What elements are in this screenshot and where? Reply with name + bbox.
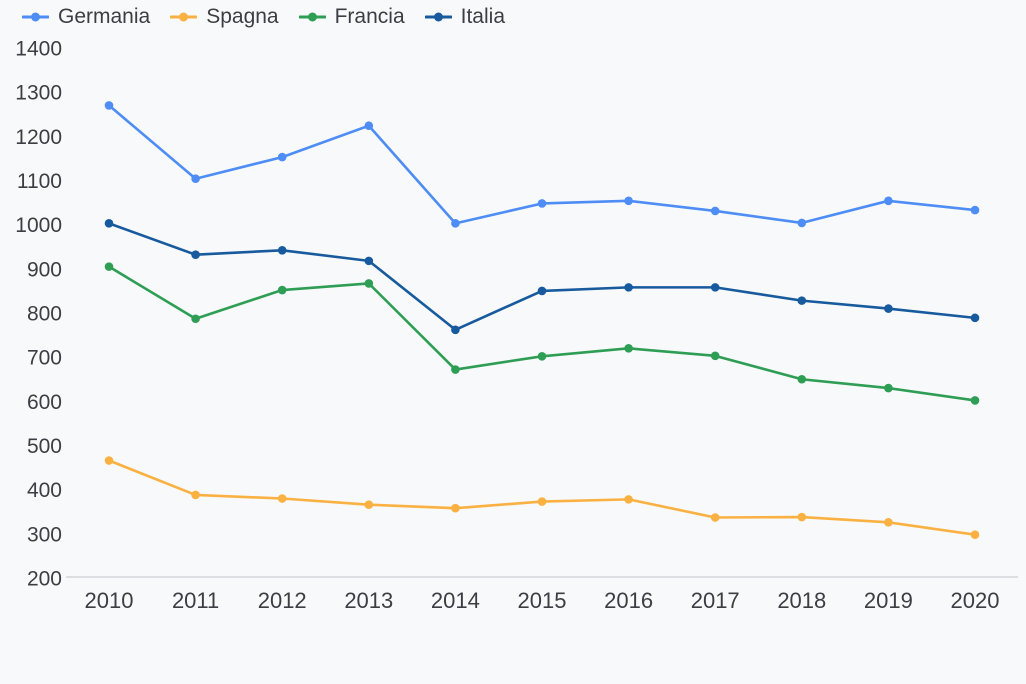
data-point-spagna-2020[interactable] (970, 530, 980, 540)
x-tick-label: 2013 (344, 588, 393, 613)
data-point-italia-2019[interactable] (884, 304, 893, 313)
y-tick-label: 1000 (15, 214, 62, 237)
data-point-francia-2015[interactable] (537, 351, 547, 361)
y-tick-label: 500 (27, 435, 62, 458)
y-tick-label: 600 (27, 391, 62, 414)
data-point-francia-2011[interactable] (191, 314, 200, 324)
data-point-germania-2017[interactable] (710, 206, 720, 216)
data-point-germania-2019[interactable] (884, 196, 893, 206)
series-line-italia (107, 222, 977, 332)
data-point-spagna-2013[interactable] (364, 500, 374, 509)
data-point-spagna-2018[interactable] (797, 512, 807, 522)
data-point-germania-2015[interactable] (537, 199, 547, 208)
data-point-spagna-2010[interactable] (104, 456, 114, 465)
data-point-germania-2012[interactable] (277, 152, 287, 162)
data-point-germania-2011[interactable] (191, 174, 200, 184)
data-point-francia-2012[interactable] (277, 285, 287, 295)
legend-marker-francia-icon (298, 12, 326, 22)
legend-marker-italia-icon (424, 12, 452, 22)
data-point-francia-2013[interactable] (364, 279, 374, 288)
x-tick-label: 2019 (864, 588, 913, 613)
data-point-spagna-2015[interactable] (537, 497, 547, 506)
data-point-francia-2014[interactable] (451, 365, 460, 374)
x-tick-label: 2012 (258, 588, 307, 613)
legend-label-germania: Germania (58, 5, 151, 28)
data-point-francia-2017[interactable] (710, 351, 720, 361)
data-point-spagna-2016[interactable] (624, 495, 633, 504)
series-italia (104, 219, 980, 335)
data-point-spagna-2014[interactable] (451, 503, 460, 513)
data-point-germania-2013[interactable] (364, 121, 374, 131)
y-tick-label: 1400 (15, 38, 62, 61)
data-point-francia-2010[interactable] (104, 262, 114, 271)
x-tick-label: 2010 (85, 588, 134, 613)
data-point-spagna-2011[interactable] (191, 490, 200, 500)
data-point-italia-2012[interactable] (277, 245, 287, 255)
data-point-francia-2019[interactable] (884, 383, 893, 393)
legend-marker-spagna-icon (170, 12, 198, 22)
x-tick-label: 2015 (518, 588, 567, 613)
legend-label-spagna: Spagna (206, 5, 279, 28)
data-point-italia-2016[interactable] (624, 283, 633, 292)
legend-item-italia[interactable]: Italia (424, 5, 505, 29)
x-tick-label: 2016 (604, 588, 653, 613)
data-point-italia-2020[interactable] (970, 313, 980, 323)
data-point-spagna-2019[interactable] (884, 518, 893, 527)
x-tick-label: 2014 (431, 588, 480, 613)
data-point-germania-2014[interactable] (451, 219, 460, 228)
y-tick-label: 1200 (15, 126, 62, 149)
chart-legend: Germania Spagna Francia Italia (22, 5, 505, 29)
x-tick-label: 2018 (777, 588, 826, 613)
data-point-spagna-2017[interactable] (710, 513, 720, 522)
legend-marker-dot (179, 12, 189, 22)
data-point-italia-2017[interactable] (710, 283, 720, 292)
data-point-italia-2013[interactable] (364, 256, 374, 266)
y-tick-label: 300 (27, 523, 62, 546)
x-tick-label: 2020 (951, 588, 1000, 613)
data-point-francia-2020[interactable] (970, 396, 980, 405)
legend-marker-dot (307, 12, 317, 22)
data-point-italia-2010[interactable] (104, 219, 114, 228)
series-spagna (104, 456, 980, 540)
legend-marker-germania-icon (22, 12, 49, 22)
y-tick-label: 700 (27, 347, 62, 370)
data-point-germania-2010[interactable] (104, 101, 114, 110)
data-point-italia-2011[interactable] (191, 250, 200, 259)
data-point-italia-2014[interactable] (451, 325, 460, 335)
y-tick-label: 1100 (17, 170, 62, 193)
data-point-germania-2020[interactable] (970, 205, 980, 215)
x-tick-label: 2017 (691, 588, 740, 613)
legend-label-italia: Italia (460, 5, 505, 28)
legend-item-germania[interactable]: Germania (22, 5, 150, 29)
y-tick-label: 1300 (15, 82, 62, 105)
series-francia (104, 262, 980, 405)
data-point-spagna-2012[interactable] (277, 494, 287, 503)
data-point-francia-2018[interactable] (797, 374, 807, 384)
data-point-germania-2018[interactable] (797, 218, 807, 228)
y-tick-label: 900 (27, 258, 62, 281)
x-tick-label: 2011 (172, 588, 219, 613)
y-tick-label: 400 (27, 479, 62, 502)
y-tick-label: 800 (27, 303, 62, 326)
legend-label-francia: Francia (334, 5, 405, 28)
data-point-italia-2018[interactable] (797, 296, 807, 305)
data-point-francia-2016[interactable] (624, 344, 633, 353)
y-tick-label: 200 (27, 568, 62, 591)
data-point-italia-2015[interactable] (537, 286, 547, 296)
data-point-germania-2016[interactable] (624, 196, 633, 206)
series-germania (104, 101, 980, 228)
legend-item-francia[interactable]: Francia (298, 5, 405, 29)
legend-marker-dot (433, 12, 443, 22)
legend-marker-dot (31, 12, 40, 22)
legend-item-spagna[interactable]: Spagna (170, 5, 279, 29)
